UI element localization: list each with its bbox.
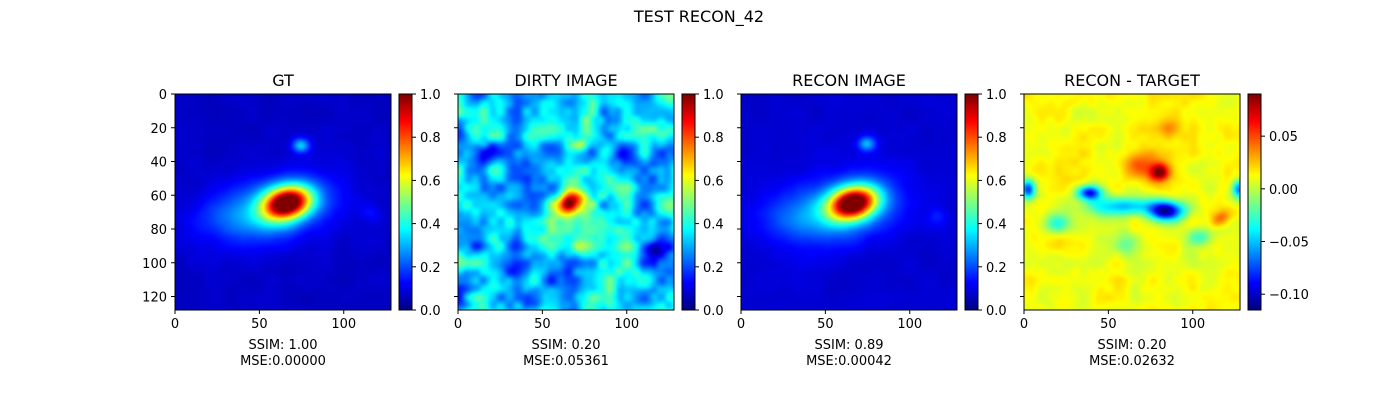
y-tick-label: 80: [150, 223, 167, 238]
panel-title: RECON IMAGE: [792, 71, 906, 90]
mse-label: MSE:0.02632: [1089, 354, 1175, 369]
colorbar-tick-label: 0.8: [420, 131, 441, 146]
y-tick-label: 100: [142, 257, 167, 272]
colorbar-tick-label: 0.4: [986, 218, 1007, 233]
axes-frame: [174, 93, 392, 311]
heatmap-image: [458, 94, 674, 310]
colorbar-tick-label: 1.0: [703, 88, 724, 103]
x-tick-label: 50: [251, 317, 268, 332]
x-tick-label: 50: [534, 317, 551, 332]
ssim-label: SSIM: 1.00: [248, 338, 317, 353]
colorbar-tick-label: 0.8: [986, 131, 1007, 146]
axes-frame: [457, 93, 675, 311]
x-tick-label: 100: [1180, 317, 1205, 332]
y-tick-label: 120: [142, 291, 167, 306]
heatmap-image: [741, 94, 957, 310]
colorbar-tick-label: 0.2: [420, 261, 441, 276]
colorbar-tick-label: 0.2: [986, 261, 1007, 276]
mse-label: MSE:0.00000: [240, 354, 326, 369]
axes-frame: [740, 93, 958, 311]
panel-4: RECON - TARGET 0 50 100 SSIM: 0.20MSE:0.0263…: [1020, 71, 1309, 369]
colorbar-tick-label: 1.0: [986, 88, 1007, 103]
panel-title: DIRTY IMAGE: [514, 71, 617, 90]
colorbar-tick-label: −0.05: [1269, 236, 1309, 251]
axes-frame: [1023, 93, 1241, 311]
x-tick-label: 100: [897, 317, 922, 332]
colorbar-frame: [681, 93, 696, 311]
y-tick-label: 40: [150, 156, 167, 171]
panel-title: GT: [272, 71, 294, 90]
x-tick-label: 0: [1020, 317, 1028, 332]
y-tick-label: 60: [150, 189, 167, 204]
colorbar: [399, 94, 412, 310]
y-tick-label: 20: [150, 122, 167, 137]
x-tick-label: 0: [454, 317, 462, 332]
colorbar-frame: [1247, 93, 1262, 311]
colorbar-tick-label: 0.05: [1269, 130, 1298, 145]
panel-1: GT 0 50 100 0 20 40 60 80 100 120 SSIM: 1.00MSE:0.0…: [142, 71, 441, 369]
figure-title: TEST RECON_42: [633, 7, 764, 27]
colorbar-frame: [398, 93, 413, 311]
colorbar-frame: [964, 93, 979, 311]
colorbar-tick-label: 0.00: [1269, 183, 1298, 198]
ssim-label: SSIM: 0.20: [1097, 338, 1166, 353]
ssim-label: SSIM: 0.89: [814, 338, 883, 353]
y-tick-label: 0: [159, 88, 167, 103]
colorbar-tick-label: 0.6: [703, 174, 724, 189]
colorbar-tick-label: 0.2: [703, 261, 724, 276]
colorbar: [1248, 94, 1261, 310]
colorbar-tick-label: 1.0: [420, 88, 441, 103]
colorbar-tick-label: 0.0: [986, 304, 1007, 319]
ssim-label: SSIM: 0.20: [531, 338, 600, 353]
x-tick-label: 0: [737, 317, 745, 332]
x-tick-label: 50: [817, 317, 834, 332]
x-tick-label: 100: [614, 317, 639, 332]
colorbar: [682, 94, 695, 310]
colorbar-tick-label: 0.8: [703, 131, 724, 146]
x-tick-label: 50: [1100, 317, 1117, 332]
colorbar-tick-label: 0.0: [703, 304, 724, 319]
x-tick-label: 100: [331, 317, 356, 332]
heatmap-image: [1024, 94, 1240, 310]
x-tick-label: 0: [171, 317, 179, 332]
colorbar-tick-label: 0.4: [703, 218, 724, 233]
colorbar-tick-label: 0.6: [986, 174, 1007, 189]
panel-title: RECON - TARGET: [1064, 71, 1200, 90]
colorbar: [965, 94, 978, 310]
heatmap-image: [175, 94, 391, 310]
colorbar-tick-label: 0.6: [420, 174, 441, 189]
colorbar-tick-label: −0.10: [1269, 288, 1309, 303]
mse-label: MSE:0.05361: [523, 354, 609, 369]
colorbar-tick-label: 0.0: [420, 304, 441, 319]
colorbar-tick-label: 0.4: [420, 218, 441, 233]
mse-label: MSE:0.00042: [806, 354, 892, 369]
